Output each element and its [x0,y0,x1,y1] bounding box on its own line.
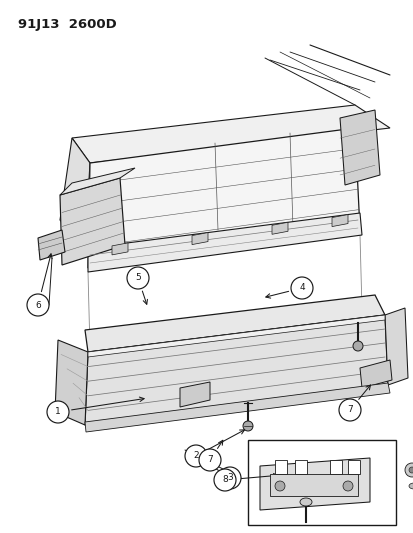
Circle shape [338,399,360,421]
Circle shape [27,294,49,316]
Text: 1: 1 [55,408,61,416]
Polygon shape [192,232,207,245]
Circle shape [242,421,252,431]
Polygon shape [85,295,384,352]
Circle shape [199,449,221,471]
Polygon shape [85,383,389,432]
Polygon shape [55,340,88,425]
Bar [269,474,357,496]
Circle shape [218,467,240,489]
Polygon shape [259,458,369,510]
Circle shape [274,481,284,491]
Bar [329,460,341,474]
Bar [347,460,359,474]
Polygon shape [60,168,135,195]
Text: 91J13  2600D: 91J13 2600D [18,18,116,31]
Circle shape [342,481,352,491]
Polygon shape [88,128,359,268]
Circle shape [127,267,149,289]
Text: 7: 7 [206,456,212,464]
Text: 5: 5 [135,273,140,282]
Ellipse shape [408,483,413,489]
Polygon shape [88,213,361,272]
Polygon shape [60,138,90,248]
Polygon shape [384,308,407,385]
Polygon shape [60,178,125,265]
Polygon shape [180,382,209,407]
Bar [294,460,306,474]
Circle shape [352,341,362,351]
Polygon shape [85,315,387,425]
Circle shape [290,277,312,299]
Polygon shape [112,243,128,255]
Text: 7: 7 [346,406,352,415]
Polygon shape [359,360,391,388]
Ellipse shape [299,498,311,506]
Text: 2: 2 [193,451,198,461]
Polygon shape [88,315,384,357]
Text: 4: 4 [299,284,304,293]
Polygon shape [331,215,347,227]
Text: 8: 8 [222,475,227,484]
Circle shape [408,467,413,473]
Bar [274,460,286,474]
Polygon shape [38,230,65,260]
Polygon shape [271,222,287,235]
Text: 3: 3 [227,473,232,482]
Circle shape [47,401,69,423]
Circle shape [404,463,413,477]
Bar [247,440,395,525]
Circle shape [214,469,235,491]
Text: 6: 6 [35,301,41,310]
Polygon shape [339,110,379,185]
Polygon shape [72,105,389,163]
Circle shape [185,445,206,467]
